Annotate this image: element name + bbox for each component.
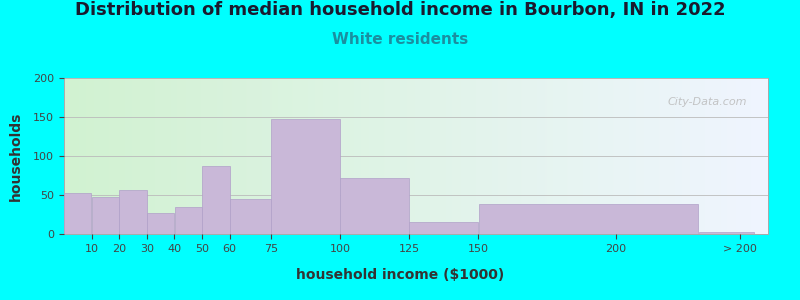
Bar [64,194,91,234]
Bar [410,222,478,234]
Text: household income ($1000): household income ($1000) [296,268,504,282]
Bar [174,207,202,234]
Bar [147,213,174,234]
Bar [202,166,230,234]
Text: Distribution of median household income in Bourbon, IN in 2022: Distribution of median household income … [74,2,726,20]
Bar [271,119,340,234]
Bar [699,232,754,234]
Bar [92,197,119,234]
Bar [341,178,409,234]
Bar [119,190,146,234]
Text: White residents: White residents [332,32,468,46]
Bar [479,204,698,234]
Bar [230,199,271,234]
Text: households: households [9,111,23,201]
Text: City-Data.com: City-Data.com [667,97,747,107]
